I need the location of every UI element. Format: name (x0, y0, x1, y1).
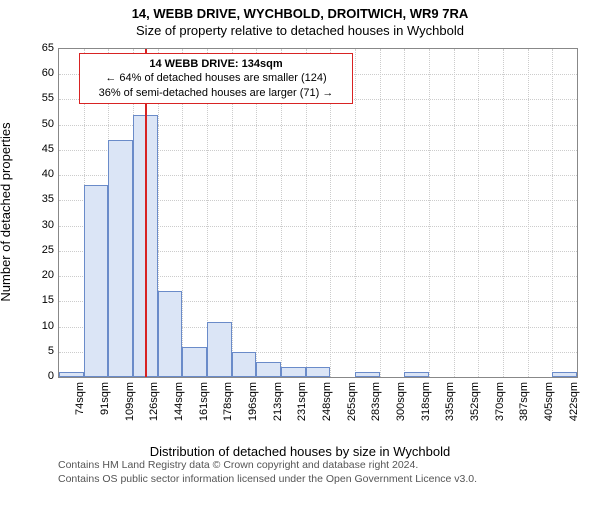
x-tick-label: 213sqm (272, 382, 284, 421)
histogram-bar (207, 322, 232, 378)
x-tick-label: 161sqm (198, 382, 210, 421)
footer-line-2: Contains OS public sector information li… (58, 473, 590, 487)
y-tick-label: 15 (12, 294, 54, 306)
x-tick-label: 352sqm (469, 382, 481, 421)
x-tick-label: 196sqm (247, 382, 259, 421)
footer: Contains HM Land Registry data © Crown c… (0, 459, 600, 490)
callout-line-1: 14 WEBB DRIVE: 134sqm (86, 57, 346, 71)
y-tick-label: 30 (12, 219, 54, 231)
callout-line-3: 36% of semi-detached houses are larger (… (86, 86, 346, 100)
x-tick-label: 283sqm (370, 382, 382, 421)
gridline-v (503, 49, 504, 377)
histogram-bar (404, 372, 429, 377)
gridline-v (355, 49, 356, 377)
x-tick-label: 231sqm (296, 382, 308, 421)
page-subtitle: Size of property relative to detached ho… (0, 23, 600, 38)
x-tick-label: 370sqm (494, 382, 506, 421)
gridline-v (454, 49, 455, 377)
histogram-bar (306, 367, 331, 377)
x-tick-label: 405sqm (543, 382, 555, 421)
page-title: 14, WEBB DRIVE, WYCHBOLD, DROITWICH, WR9… (0, 6, 600, 21)
y-tick-label: 10 (12, 320, 54, 332)
x-tick-label: 178sqm (222, 382, 234, 421)
x-tick-label: 387sqm (518, 382, 530, 421)
y-tick-label: 45 (12, 143, 54, 155)
callout-line-2: ← 64% of detached houses are smaller (12… (86, 71, 346, 85)
y-tick-label: 65 (12, 42, 54, 54)
histogram-bar (158, 291, 183, 377)
y-tick-label: 25 (12, 244, 54, 256)
chart-container: Number of detached properties 14 WEBB DR… (0, 42, 600, 442)
gridline-v (528, 49, 529, 377)
x-tick-label: 126sqm (148, 382, 160, 421)
y-tick-label: 35 (12, 193, 54, 205)
x-tick-label: 144sqm (173, 382, 185, 421)
y-tick-label: 5 (12, 345, 54, 357)
y-tick-label: 50 (12, 118, 54, 130)
y-tick-label: 0 (12, 370, 54, 382)
footer-line-1: Contains HM Land Registry data © Crown c… (58, 459, 590, 473)
x-axis-label: Distribution of detached houses by size … (0, 444, 600, 459)
x-tick-label: 91sqm (99, 382, 111, 415)
y-tick-label: 20 (12, 269, 54, 281)
y-tick-label: 60 (12, 67, 54, 79)
x-tick-label: 248sqm (321, 382, 333, 421)
gridline-v (552, 49, 553, 377)
x-tick-label: 109sqm (124, 382, 136, 421)
gridline-v (404, 49, 405, 377)
plot-area: 14 WEBB DRIVE: 134sqm ← 64% of detached … (58, 48, 578, 378)
x-tick-label: 318sqm (420, 382, 432, 421)
x-tick-label: 265sqm (346, 382, 358, 421)
histogram-bar (59, 372, 84, 377)
histogram-bar (108, 140, 133, 377)
histogram-bar (552, 372, 577, 377)
histogram-bar (256, 362, 281, 377)
gridline-v (380, 49, 381, 377)
histogram-bar (281, 367, 306, 377)
x-tick-label: 335sqm (444, 382, 456, 421)
gridline-v (429, 49, 430, 377)
x-tick-label: 300sqm (395, 382, 407, 421)
histogram-bar (355, 372, 380, 377)
y-tick-label: 55 (12, 92, 54, 104)
histogram-bar (232, 352, 257, 377)
x-tick-label: 422sqm (568, 382, 580, 421)
marker-callout: 14 WEBB DRIVE: 134sqm ← 64% of detached … (79, 53, 353, 104)
y-tick-label: 40 (12, 168, 54, 180)
gridline-v (478, 49, 479, 377)
histogram-bar (182, 347, 207, 377)
histogram-bar (84, 185, 109, 377)
x-tick-label: 74sqm (74, 382, 86, 415)
